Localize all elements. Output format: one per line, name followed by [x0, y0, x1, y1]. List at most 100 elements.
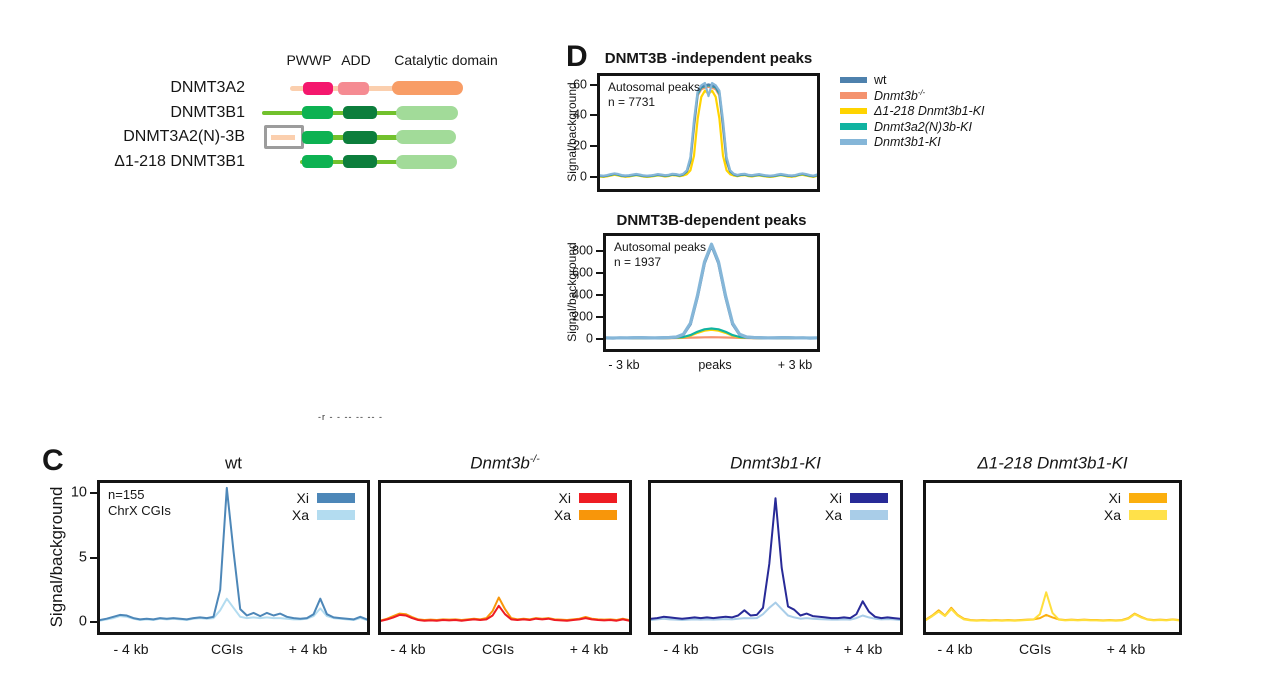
panel-d-label: D [566, 40, 588, 73]
y-tick-label: 200 [572, 309, 593, 324]
legend-row: Xa [1104, 506, 1167, 523]
chart-title: Δ1-218 Dnmt3b1-KI [977, 453, 1128, 473]
x-tick-label: - 4 kb [390, 641, 426, 657]
panel-c-label: C [42, 444, 64, 477]
x-tick-label: - 4 kb [113, 641, 149, 657]
chart-dnmt3b1-ki: Dnmt3b1-KI Xi Xa - 4 kb CGIs + 4 kb [648, 453, 903, 663]
x-tick-label: - 4 kb [937, 641, 973, 657]
series-line-xi [381, 604, 629, 622]
chart-annotation: Autosomal peaks n = 7731 [608, 80, 701, 109]
catalytic-domain-box [396, 130, 456, 144]
chart-title: DNMT3B -independent peaks [604, 50, 813, 67]
chart-title: Dnmt3b1-KI [730, 453, 821, 473]
catalytic-domain-box [396, 105, 458, 120]
legend: wt Dnmt3b-/- Δ1-218 Dnmt3b1-KI Dnmt3a2(N… [840, 72, 985, 150]
legend-swatch [840, 92, 867, 99]
legend-row: Dnmt3b1-KI [840, 134, 985, 150]
legend-label: Dnmt3b1-KI [874, 135, 941, 150]
chart-title: Dnmt3b-/- [470, 453, 540, 473]
legend: Xi Xa [1104, 489, 1167, 523]
legend-label: Xa [553, 506, 571, 523]
protein-row-label: DNMT3B1 [170, 103, 245, 121]
legend-swatch [1129, 492, 1167, 503]
series-line-xa [926, 591, 1179, 622]
chart-dnmt3b-dependent-peaks: DNMT3B-dependent peaks Autosomal peaks n… [572, 212, 820, 382]
y-tick-mark [590, 114, 598, 117]
y-tick-mark [596, 271, 604, 274]
y-axis-label: Signal/background [565, 82, 579, 182]
domain-header-pwwp-label: PWWP [286, 52, 332, 68]
chart-title: DNMT3B-dependent peaks [616, 212, 807, 229]
add-domain-box [343, 130, 377, 144]
y-tick-mark [590, 145, 598, 148]
catalytic-domain-box [396, 154, 457, 169]
legend-row: Xa [554, 506, 617, 523]
x-tick-label: + 4 kb [569, 641, 609, 657]
protein-row-label: DNMT3A2(N)-3B [123, 128, 245, 145]
y-tick-mark [596, 315, 604, 318]
y-tick-mark [590, 83, 598, 86]
plot-lines [926, 591, 1179, 622]
dnmt3a-n-segment [271, 134, 295, 140]
legend-row: Dnmt3b-/- [840, 88, 985, 104]
x-tick-label: CGIs [742, 641, 774, 657]
y-tick-mark [90, 492, 98, 495]
pwwp-domain-box [302, 130, 333, 144]
series-line-xi [100, 486, 367, 621]
legend-swatch [840, 123, 867, 130]
y-axis-label: Signal/background [565, 242, 579, 342]
y-tick-mark [596, 249, 604, 252]
legend-row: Dnmt3a2(N)3b-KI [840, 119, 985, 135]
legend-swatch [850, 509, 888, 520]
legend-swatch [1129, 509, 1167, 520]
legend-label: Xi [829, 489, 842, 506]
legend-label: Xi [1108, 489, 1121, 506]
protein-row-label: Δ1-218 DNMT3B1 [114, 153, 245, 170]
x-tick-label: + 3 kb [777, 358, 813, 372]
legend: Xi Xa [292, 489, 355, 523]
x-tick-label: CGIs [482, 641, 514, 657]
x-tick-label: peaks [698, 358, 732, 372]
y-tick-mark [596, 337, 604, 340]
legend-swatch [317, 509, 355, 520]
legend-swatch [840, 138, 867, 145]
series-line-xa [100, 597, 367, 622]
y-tick-label: 20 [573, 139, 587, 154]
x-tick-label: - 3 kb [608, 358, 640, 372]
pwwp-domain-box [303, 81, 333, 95]
chart-title: wt [225, 453, 242, 473]
domain-header-catalytic-label: Catalytic domain [394, 52, 498, 68]
add-domain-box [338, 81, 369, 95]
y-tick-label: 40 [573, 108, 587, 123]
plot-lines [606, 242, 817, 340]
x-tick-label: CGIs [1019, 641, 1051, 657]
cropped-text-fragment: -r - - -- -- -- - [318, 413, 383, 421]
legend-swatch [840, 107, 867, 114]
plot-box: Xi Xa - 4 kb CGIs + 4 kb [923, 480, 1182, 657]
plot-lines [651, 497, 900, 621]
plot-box: n=155 ChrX CGIs Xi Xa 0 5 10 - 4 kb CGIs + 4 … [71, 480, 370, 657]
y-tick-mark [90, 620, 98, 623]
legend-row: Xi [292, 489, 355, 506]
legend-label: wt [874, 73, 887, 88]
legend-row: wt [840, 72, 985, 88]
chart-wt: wt n=155 ChrX CGIs Xi Xa 0 5 10 - 4 kb CGIs +… [71, 453, 370, 663]
y-tick-label: 10 [70, 484, 87, 501]
plot-box: Autosomal peaks n = 1937 0 200 400 600 800 - … [572, 233, 820, 372]
chart-dnmt3b-independent-peaks: DNMT3B -independent peaks Autosomal peak… [573, 50, 820, 210]
plot-lines [100, 486, 367, 622]
legend-row: Xi [554, 489, 617, 506]
protein-backbone-line [300, 159, 456, 164]
legend-swatch [317, 492, 355, 503]
legend-swatch [579, 509, 617, 520]
series-line-xa [651, 601, 900, 621]
plot-box: Autosomal peaks n = 7731 0 20 40 60 [573, 73, 820, 192]
chart-annotation: Autosomal peaks n = 1937 [614, 240, 707, 269]
legend-row: Xa [292, 506, 355, 523]
legend-swatch [840, 76, 867, 83]
legend-label: Xi [558, 489, 571, 506]
y-tick-label: 0 [580, 170, 587, 185]
plot-lines [381, 596, 629, 622]
series-line-xi [651, 497, 900, 620]
